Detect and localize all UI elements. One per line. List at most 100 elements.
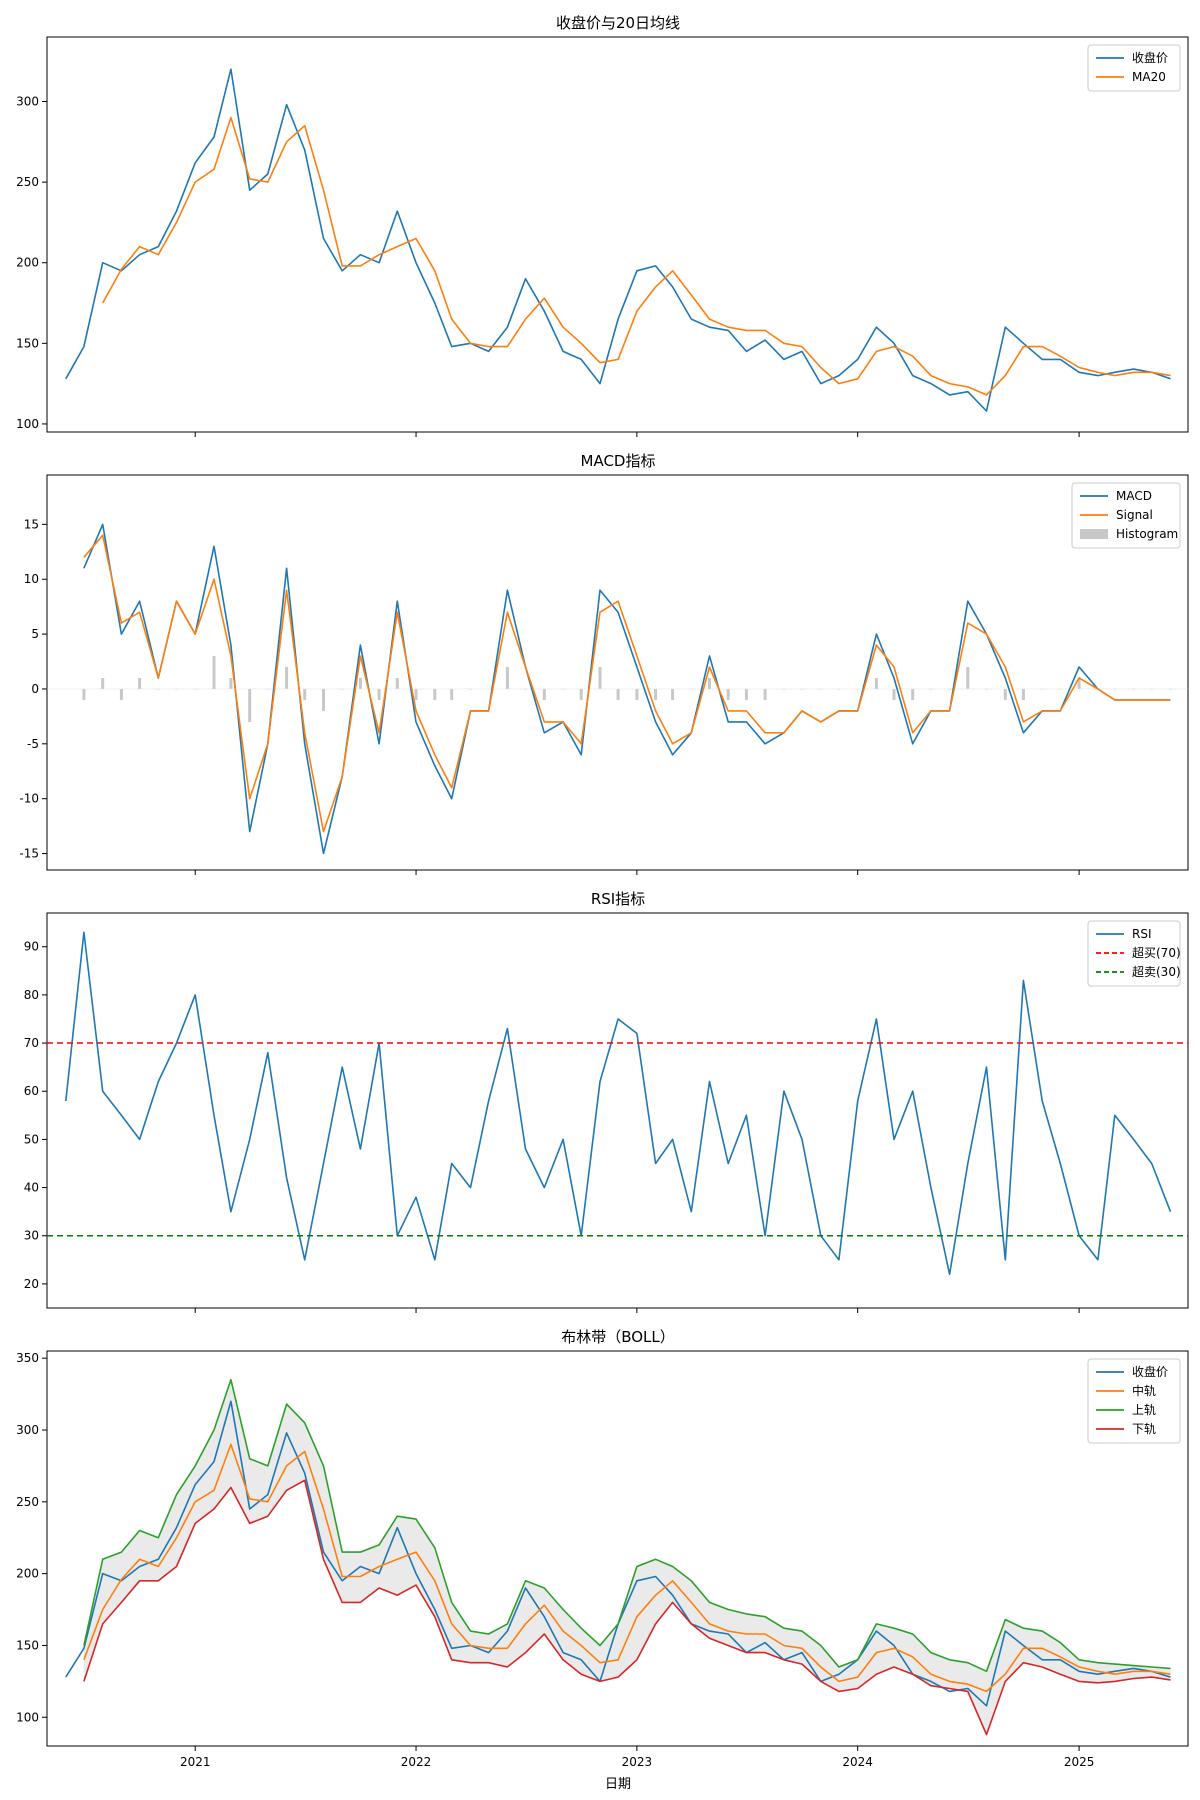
macd-histogram-bar — [689, 689, 693, 690]
rsi-y-tick-label: 70 — [24, 1036, 39, 1050]
price-ma-y-tick-label: 300 — [16, 94, 39, 108]
boll-y-tick-label: 100 — [16, 1710, 39, 1724]
macd-histogram-bar — [782, 689, 786, 690]
macd-histogram-bar — [433, 689, 437, 700]
price-ma-y-tick-label: 200 — [16, 256, 39, 270]
macd-histogram-bar — [212, 656, 216, 689]
macd-extras — [47, 656, 1188, 722]
price-ma-legend-label: 收盘价 — [1132, 50, 1168, 65]
rsi-panel: RSI指标 20 30 40 50 60 70 80 90 RSI 超买(70) 超卖(30) — [24, 890, 1189, 1313]
macd-series-line-0 — [83, 523, 1171, 855]
macd-histogram-bar — [138, 678, 142, 689]
x-tick-label: 2025 — [1064, 1755, 1095, 1769]
macd-histogram-bar — [303, 689, 307, 700]
macd-series-line-1 — [83, 534, 1171, 833]
macd-histogram-bar — [322, 689, 325, 711]
macd-histogram-bar — [1132, 689, 1136, 690]
macd-histogram-bar — [505, 667, 509, 689]
boll-y-tick-label: 250 — [16, 1495, 39, 1509]
boll-series-line-1 — [83, 1443, 1171, 1693]
macd-histogram-bar — [800, 689, 804, 690]
boll-legend-label: 中轨 — [1132, 1383, 1156, 1398]
macd-histogram-bar — [1150, 689, 1154, 690]
macd-y-tick-label: -5 — [27, 737, 39, 751]
x-tick-label: 2023 — [622, 1755, 653, 1769]
boll-y-tick-label: 300 — [16, 1423, 39, 1437]
macd-histogram-bar — [635, 689, 639, 700]
macd-histogram-bar — [229, 678, 233, 689]
macd-histogram-bar — [763, 689, 767, 700]
rsi-series-line-0 — [65, 931, 1172, 1276]
rsi-y-tick-label: 20 — [24, 1277, 39, 1291]
rsi-legend-box — [1087, 920, 1181, 987]
rsi-y-tick-label: 80 — [24, 988, 39, 1002]
boll-title: 布林带（BOLL） — [561, 1328, 675, 1346]
rsi-series — [47, 931, 1188, 1276]
macd-y-tick-label: 5 — [31, 627, 39, 641]
macd-histogram-bar — [1003, 689, 1007, 700]
macd-histogram-bar — [542, 689, 546, 700]
rsi-legend-label: RSI — [1132, 927, 1152, 941]
price-ma-y-tick-label: 250 — [16, 175, 39, 189]
rsi-y-tick-label: 30 — [24, 1229, 39, 1243]
macd-histogram-bar — [726, 689, 730, 700]
macd-histogram-bar — [248, 689, 252, 722]
macd-histogram-bar — [82, 689, 86, 700]
macd-histogram-bar — [395, 678, 399, 689]
boll-legend-box — [1087, 1358, 1181, 1444]
boll-y-tick-label: 350 — [16, 1351, 39, 1365]
macd-histogram-bar — [966, 667, 970, 689]
macd-histogram-bar — [856, 689, 860, 690]
rsi-legend-label: 超买(70) — [1132, 945, 1181, 960]
macd-histogram-bar — [561, 689, 565, 690]
macd-x-axis — [194, 870, 1080, 875]
macd-series — [83, 523, 1171, 855]
macd-histogram-bar — [708, 678, 711, 689]
boll-y-tick-label: 200 — [16, 1567, 39, 1581]
macd-title: MACD指标 — [581, 452, 656, 470]
boll-legend-label: 上轨 — [1132, 1403, 1156, 1417]
macd-histogram-bar — [837, 689, 841, 690]
macd-histogram-bar — [266, 689, 270, 690]
macd-histogram-bar — [285, 667, 289, 689]
boll-extras — [83, 1379, 1171, 1735]
macd-histogram-bar — [340, 689, 344, 690]
price-ma-x-axis — [194, 432, 1080, 437]
price-ma-title: 收盘价与20日均线 — [556, 14, 680, 32]
macd-legend-swatch — [1080, 529, 1108, 539]
boll-legend-label: 下轨 — [1132, 1422, 1156, 1436]
price-ma-panel: 收盘价与20日均线 100 150 200 250 300 收盘价 MA20 — [16, 14, 1189, 437]
x-axis-label: 日期 — [605, 1777, 631, 1792]
macd-axes-frame — [46, 474, 1189, 871]
macd-histogram-bar — [119, 689, 123, 700]
boll-y-tick-label: 150 — [16, 1638, 39, 1652]
macd-histogram-bar — [948, 689, 952, 690]
price-ma-y-tick-label: 150 — [16, 336, 39, 350]
boll-series — [65, 1378, 1171, 1736]
x-tick-label: 2022 — [401, 1755, 432, 1769]
macd-y-tick-label: -10 — [19, 792, 39, 806]
rsi-y-tick-label: 50 — [24, 1132, 39, 1146]
macd-histogram-bar — [101, 678, 105, 689]
macd-legend-label: Histogram — [1116, 527, 1178, 541]
macd-legend: MACD Signal Histogram — [1071, 482, 1181, 549]
price-ma-axes-frame — [46, 36, 1189, 433]
macd-histogram-bar — [1040, 689, 1044, 690]
rsi-y-tick-label: 60 — [24, 1084, 39, 1098]
macd-legend-label: MACD — [1116, 489, 1152, 503]
boll-band-fill — [83, 1379, 1171, 1735]
macd-histogram-bar — [358, 678, 362, 689]
macd-legend-label: Signal — [1116, 508, 1153, 522]
boll-series-line-3 — [83, 1479, 1171, 1736]
price-ma-series-line-0 — [65, 68, 1171, 412]
boll-legend-label: 收盘价 — [1132, 1364, 1168, 1379]
rsi-legend: RSI 超买(70) 超卖(30) — [1087, 920, 1181, 987]
macd-histogram-bar — [524, 689, 527, 690]
macd-y-tick-label: -15 — [19, 847, 39, 861]
macd-histogram-bar — [1058, 689, 1062, 690]
macd-histogram-bar — [819, 689, 823, 690]
macd-histogram-bar — [1077, 678, 1081, 689]
